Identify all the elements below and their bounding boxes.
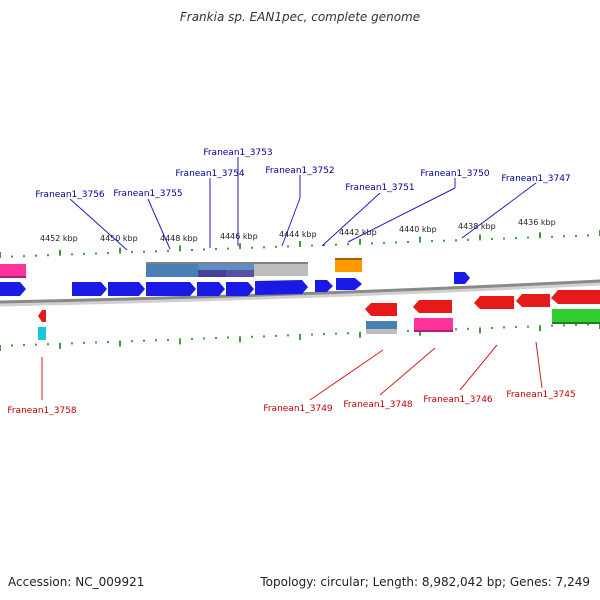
reverse-gene-6[interactable]	[551, 290, 600, 304]
gene-label-franean1-3752[interactable]: Franean1_3752	[265, 166, 334, 176]
reverse-gene-3[interactable]	[413, 300, 452, 313]
forward-gene-8[interactable]	[315, 280, 333, 292]
leader-3748	[379, 347, 436, 396]
scale-label-4442: 4442 kbp	[339, 228, 377, 237]
feature-cyan[interactable]	[38, 327, 46, 340]
leader-3751	[321, 192, 381, 247]
forward-gene-5[interactable]	[197, 282, 225, 296]
scale-label-4448: 4448 kbp	[160, 234, 198, 243]
map-title: Frankia sp. EAN1pec, complete genome	[179, 10, 421, 24]
feature-grey-top	[146, 262, 308, 264]
gene-label-franean1-3749[interactable]: Franean1_3749	[263, 404, 333, 414]
gene-label-franean1-3753[interactable]: Franean1_3753	[203, 148, 272, 158]
lower-leader-lines	[41, 341, 543, 401]
reverse-gene-5[interactable]	[516, 294, 550, 307]
gene-label-franean1-3756[interactable]: Franean1_3756	[35, 190, 105, 200]
gene-label-franean1-3755[interactable]: Franean1_3755	[113, 189, 182, 199]
genome-summary-text: Topology: circular; Length: 8,982,042 bp…	[260, 575, 590, 589]
leader-3752b	[281, 197, 301, 247]
upper-leader-lines	[69, 157, 537, 251]
scale-label-4452: 4452 kbp	[40, 234, 78, 243]
lower-scale-ticks	[0, 323, 600, 351]
forward-genes	[0, 272, 470, 296]
scale-label-4440: 4440 kbp	[399, 225, 437, 234]
leader-3749	[309, 349, 384, 401]
gene-label-franean1-3746[interactable]: Franean1_3746	[423, 395, 493, 405]
feature-green[interactable]	[552, 309, 600, 322]
gene-label-franean1-3751[interactable]: Franean1_3751	[345, 183, 414, 193]
forward-gene-3[interactable]	[108, 282, 145, 296]
leader-3755	[147, 198, 171, 250]
leader-3745	[535, 341, 543, 389]
gene-label-franean1-3747[interactable]: Franean1_3747	[501, 174, 570, 184]
forward-gene-1[interactable]	[0, 282, 26, 296]
forward-gene-2[interactable]	[72, 282, 107, 296]
feature-pink-lower[interactable]	[414, 318, 453, 330]
accession-text: Accession: NC_009921	[8, 575, 145, 589]
feature-purple-1	[198, 270, 226, 277]
feature-steelblue-lower[interactable]	[366, 321, 397, 329]
scale-label-4450: 4450 kbp	[100, 234, 138, 243]
forward-gene-6[interactable]	[226, 282, 254, 296]
gene-label-franean1-3754[interactable]: Franean1_3754	[175, 169, 245, 179]
feature-grey-lower	[366, 329, 397, 334]
feature-pink-left-shadow	[0, 276, 26, 278]
upper-scale-ticks	[0, 230, 600, 258]
feature-green-shadow	[552, 322, 600, 324]
feature-purple-2	[226, 270, 254, 277]
reverse-gene-4[interactable]	[474, 296, 514, 309]
gene-label-franean1-3758[interactable]: Franean1_3758	[7, 406, 77, 416]
feature-orange-top	[335, 258, 362, 260]
genome-axis-shadow	[0, 280, 600, 307]
reverse-genes	[38, 290, 600, 340]
gene-label-franean1-3750[interactable]: Franean1_3750	[420, 169, 490, 179]
feature-orange[interactable]	[335, 260, 362, 272]
feature-pink-lower-shadow	[414, 330, 453, 332]
gene-label-franean1-3748[interactable]: Franean1_3748	[343, 400, 413, 410]
scale-label-4436: 4436 kbp	[518, 218, 556, 227]
leader-3756	[69, 198, 128, 251]
feature-pink-left[interactable]	[0, 264, 26, 276]
reverse-gene-2[interactable]	[365, 303, 397, 316]
leader-3746	[459, 344, 498, 391]
leader-3750b	[347, 187, 456, 243]
forward-gene-7[interactable]	[255, 280, 308, 295]
scale-label-4444: 4444 kbp	[279, 230, 317, 239]
forward-gene-4[interactable]	[146, 282, 196, 296]
forward-gene-10[interactable]	[454, 272, 470, 284]
feature-steelblue-1[interactable]	[146, 264, 198, 277]
reverse-gene-1[interactable]	[38, 310, 46, 322]
scale-label-4446: 4446 kbp	[220, 232, 258, 241]
gene-label-franean1-3745[interactable]: Franean1_3745	[506, 390, 575, 400]
feature-grey[interactable]	[254, 263, 308, 276]
leader-3747	[461, 182, 537, 239]
forward-gene-9[interactable]	[336, 278, 362, 290]
